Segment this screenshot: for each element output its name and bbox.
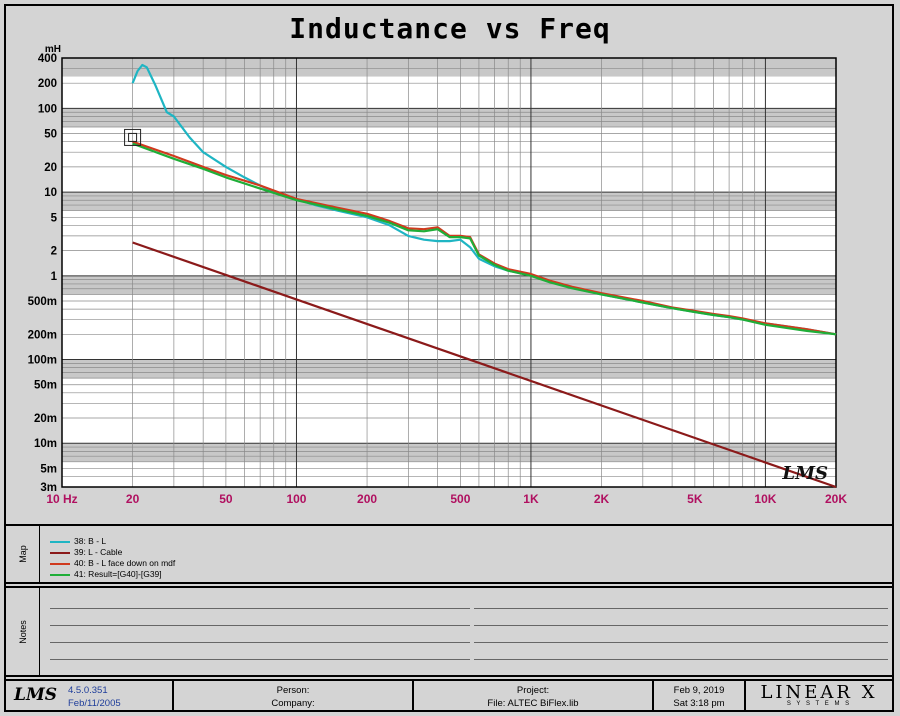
plot-area — [62, 58, 836, 487]
x-tick-label: 10K — [754, 492, 776, 506]
decade-band — [62, 58, 836, 77]
x-tick-label: 500 — [450, 492, 470, 506]
legend-label: 38: B - L — [74, 536, 107, 546]
y-tick-label: 200 — [38, 78, 57, 90]
x-tick-label: 20K — [825, 492, 847, 506]
note-line — [474, 642, 888, 643]
legend-swatch — [50, 540, 70, 543]
note-line — [50, 642, 470, 643]
y-tick-label: 100m — [28, 355, 57, 367]
project-label: Project: — [516, 685, 550, 696]
legend-panel: Map 38: B - L 39: L - Cable 40: B - L face… — [4, 524, 894, 584]
footer-version-cell: LMS 4.5.0.351 Feb/11/2005 — [6, 681, 174, 710]
note-line — [474, 608, 888, 609]
y-tick-label: 10m — [34, 438, 57, 450]
date-text: Feb 9, 2019 — [673, 685, 725, 696]
legend-panel-label: Map — [17, 545, 28, 563]
plot-border — [61, 57, 837, 488]
footer-date-cell: Feb 9, 2019 Sat 3:18 pm — [654, 681, 746, 710]
x-tick-label: 5K — [687, 492, 703, 506]
y-unit-label: mH — [45, 44, 61, 55]
note-line — [50, 625, 470, 626]
decade-band — [62, 192, 836, 211]
x-tick-label: 1K — [523, 492, 539, 506]
cursor-marker-inner — [128, 132, 138, 142]
build-date-text: Feb/11/2005 — [68, 698, 121, 709]
chart-title: Inductance vs Freq — [289, 12, 611, 45]
person-label: Person: — [276, 685, 310, 696]
note-line — [50, 608, 470, 609]
series-line-4 — [132, 142, 837, 336]
y-tick-label: 20 — [44, 162, 57, 174]
cursor-marker — [124, 128, 142, 146]
legend-label: 39: L - Cable — [74, 547, 123, 557]
y-tick-label: 50m — [34, 380, 57, 392]
y-tick-label: 1 — [51, 271, 58, 283]
footer-person-cell: Person: Company: — [174, 681, 414, 710]
legend-swatch — [50, 562, 70, 565]
footer-project-cell: Project: File: ALTEC BiFlex.lib — [414, 681, 654, 710]
legend-label: 41: Result=[G40]-[G39] — [74, 569, 162, 579]
x-tick-label: 20 — [126, 492, 140, 506]
note-line — [474, 625, 888, 626]
footer-bar: LMS 4.5.0.351 Feb/11/2005 Person: Compan… — [4, 679, 894, 712]
linearx-subtitle: S Y S T E M S — [786, 701, 852, 707]
lms-logo: LMS — [14, 685, 58, 705]
x-tick-label: 50 — [219, 492, 233, 506]
y-tick-label: 5 — [51, 212, 58, 224]
lms-watermark: LMS — [781, 463, 828, 484]
legend-item[interactable]: 39: L - Cable — [50, 547, 122, 558]
y-tick-label: 10 — [44, 187, 57, 199]
time-text: Sat 3:18 pm — [673, 698, 725, 709]
note-line — [474, 659, 888, 660]
x-tick-label: 2K — [594, 492, 610, 506]
legend-swatch — [50, 573, 70, 576]
decade-band — [62, 108, 836, 127]
version-text: 4.5.0.351 — [68, 685, 108, 696]
x-tick-label: 200 — [357, 492, 377, 506]
series-line-2 — [132, 241, 837, 489]
decade-band — [62, 275, 836, 295]
y-tick-label: 20m — [34, 413, 57, 425]
x-tick-label: 10 Hz — [46, 492, 77, 506]
decade-band — [62, 359, 836, 379]
legend-label: 40: B - L face down on mdf — [74, 558, 176, 568]
file-name: File: ALTEC BiFlex.lib — [487, 698, 579, 709]
y-tick-label: 50 — [44, 129, 57, 141]
company-label: Company: — [271, 698, 315, 709]
legend-item[interactable]: 40: B - L face down on mdf — [50, 558, 175, 569]
y-tick-label: 100 — [38, 103, 57, 115]
y-tick-label: 3m — [40, 482, 57, 494]
footer-brand-cell: LINEAR X S Y S T E M S — [746, 681, 892, 710]
notes-panel-label: Notes — [17, 619, 28, 644]
legend-item[interactable]: 38: B - L — [50, 536, 106, 547]
y-tick-label: 5m — [40, 463, 57, 475]
y-tick-label: 200m — [28, 329, 57, 341]
legend-item[interactable]: 41: Result=[G40]-[G39] — [50, 569, 162, 580]
legend-swatch — [50, 551, 70, 554]
y-tick-label: 400 — [38, 53, 57, 65]
y-tick-label: 2 — [51, 246, 57, 258]
note-line — [50, 659, 470, 660]
linearx-logo: LINEAR X — [760, 682, 878, 703]
notes-panel: Notes — [4, 586, 894, 677]
x-tick-label: 100 — [286, 492, 306, 506]
y-tick-label: 500m — [28, 296, 57, 308]
